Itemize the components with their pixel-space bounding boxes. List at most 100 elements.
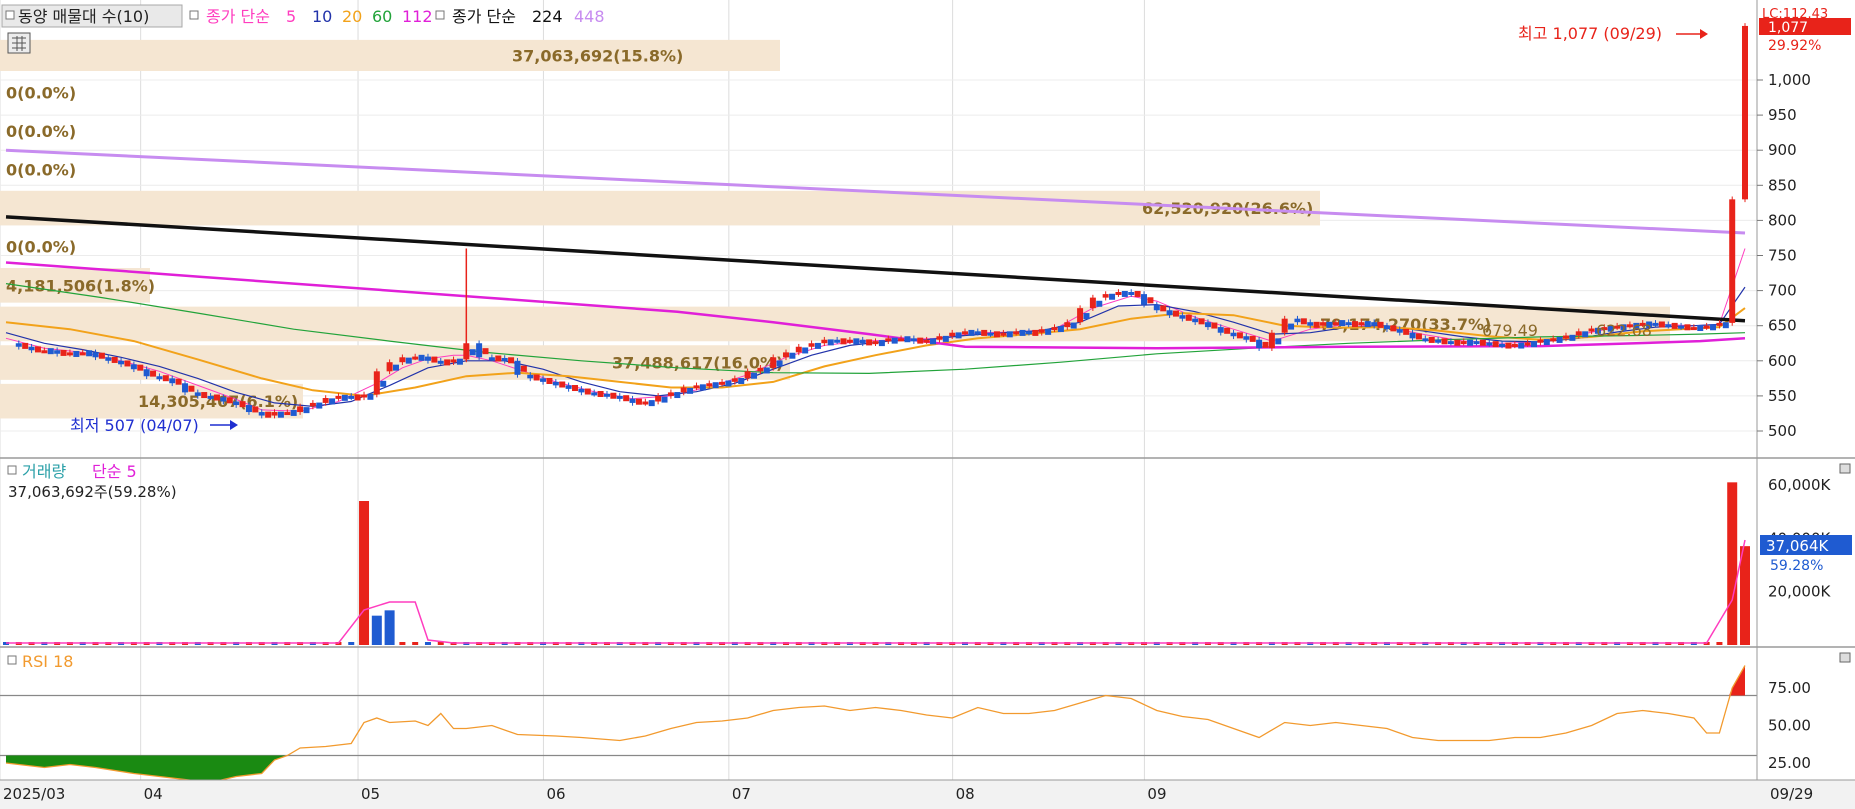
candle-down: [15, 343, 22, 347]
price-tick-label: 800: [1768, 211, 1797, 229]
legend-ma224[interactable]: 224: [532, 7, 563, 26]
candle-up: [936, 336, 943, 340]
legend-toggle-icon[interactable]: [7, 655, 17, 665]
legend-toggle-icon[interactable]: [5, 10, 15, 20]
legend-ma5[interactable]: 5: [286, 7, 296, 26]
candle-down: [1531, 341, 1538, 348]
candle-down: [1345, 322, 1352, 326]
candle-up: [41, 350, 48, 354]
candle-down: [118, 360, 125, 365]
candle-down: [1243, 336, 1250, 340]
volume-profile-band: [0, 39, 780, 71]
candle-up: [1224, 327, 1231, 334]
candle-down: [891, 337, 898, 344]
candle-up: [655, 395, 662, 402]
candle-up: [1172, 310, 1179, 317]
legend-ma-prefix[interactable]: 종가 단순: [206, 7, 270, 26]
candle-up: [623, 395, 630, 402]
candle-up: [284, 412, 291, 416]
legend-volume-profile[interactable]: 동양 매물대 수(10): [18, 7, 149, 26]
date-tick-label: 09: [1147, 785, 1166, 803]
candle-up: [795, 346, 802, 353]
volume-profile-label: 4,181,506(1.8%): [6, 276, 155, 295]
legend-profile-box[interactable]: [1, 4, 183, 28]
candle-up: [271, 412, 278, 416]
candle-up: [1262, 341, 1269, 348]
candle-down: [405, 357, 412, 364]
panel-close-icon[interactable]: [1839, 652, 1851, 663]
candle-up: [1614, 325, 1621, 329]
candle-up: [1320, 322, 1327, 326]
candle-up: [354, 394, 361, 401]
legend-ma448[interactable]: 448: [574, 7, 605, 26]
candle-down: [1383, 325, 1390, 330]
candle-down: [616, 395, 623, 399]
candle-up: [188, 385, 195, 392]
candle-up: [642, 401, 649, 405]
legend-ma20[interactable]: 20: [342, 7, 362, 26]
candle-down: [1179, 315, 1186, 319]
price-tick-label: 950: [1768, 106, 1797, 124]
ma-end-label: 622.68: [1596, 321, 1652, 340]
rsi-tick-label: 50.00: [1768, 717, 1811, 735]
candle-up: [399, 357, 406, 363]
legend-ma10[interactable]: 10: [312, 7, 332, 26]
candle-down: [578, 388, 585, 393]
candle-down: [437, 360, 444, 364]
candle-down: [674, 392, 681, 399]
candle-up: [923, 339, 930, 343]
candle-up: [1332, 322, 1339, 326]
volume-ma-label[interactable]: 단순 5: [92, 462, 137, 481]
candle-up: [79, 352, 86, 356]
legend-ma60[interactable]: 60: [372, 7, 392, 26]
candle-down: [54, 350, 61, 354]
volume-bar: [1716, 642, 1723, 645]
legend-toggle-icon[interactable]: [189, 10, 199, 20]
candle-down: [1045, 328, 1052, 335]
ma-line-224: [5, 215, 1746, 323]
legend-toggle-icon[interactable]: [435, 10, 445, 20]
volume-bar: [437, 642, 444, 645]
candle-down: [156, 376, 163, 380]
candle-down: [1556, 336, 1563, 343]
candle-down: [802, 347, 809, 354]
candle-up: [1089, 297, 1096, 309]
candle-up: [635, 398, 642, 405]
candle-down: [1230, 332, 1237, 337]
candle-down: [1204, 322, 1211, 328]
candle-down: [712, 382, 719, 389]
candle-up: [808, 343, 815, 347]
legend-toggle-icon[interactable]: [7, 465, 17, 475]
volume-profile-label: 0(0.0%): [6, 161, 76, 180]
candle-down: [1607, 325, 1614, 332]
candle-up: [1492, 341, 1499, 348]
rsi-title[interactable]: RSI 18: [22, 652, 73, 671]
candle-up: [309, 402, 316, 407]
volume-title[interactable]: 거래량: [22, 462, 66, 481]
candle-up: [450, 359, 457, 363]
candle-up: [572, 385, 579, 392]
date-tick-label: 08: [956, 785, 975, 803]
legend-ma112[interactable]: 112: [402, 7, 433, 26]
candle-down: [86, 350, 93, 357]
candle-down: [1594, 327, 1601, 334]
candle-down: [1543, 339, 1550, 346]
candle-up: [719, 381, 726, 385]
candle-down: [603, 393, 610, 397]
candle-up: [533, 374, 540, 381]
candle-down: [527, 374, 534, 379]
candle-up: [361, 394, 368, 398]
legend-ma-long-prefix[interactable]: 종가 단순: [452, 7, 516, 26]
candle-down: [169, 378, 176, 384]
candle-up: [201, 392, 208, 399]
candle-up: [162, 375, 169, 382]
candle-up: [1403, 328, 1410, 335]
candle-up: [610, 392, 617, 399]
candle-down: [469, 349, 476, 356]
candle-up: [667, 392, 674, 396]
candle-down: [1128, 292, 1135, 296]
candle-down: [942, 335, 949, 342]
candle-up: [34, 346, 41, 353]
panel-close-icon[interactable]: [1839, 463, 1851, 474]
